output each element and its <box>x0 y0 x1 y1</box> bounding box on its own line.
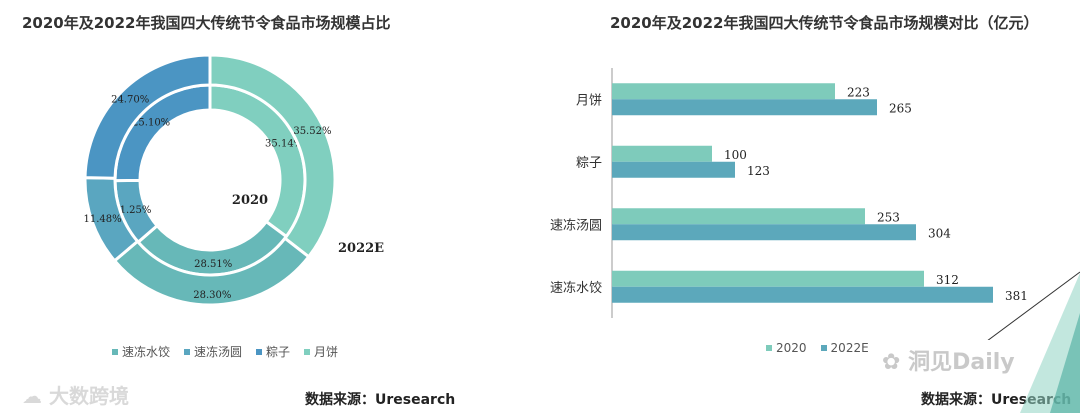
watermark-right-text: 洞见Daily <box>908 350 1015 375</box>
watermark-left: ☁ 大数跨境 <box>22 380 129 409</box>
bar-value-2-0: 253 <box>877 210 900 224</box>
bar-legend: 2020 2022E <box>766 341 869 355</box>
legend-item-3: 月饼 <box>304 343 338 360</box>
bar-value-3-0: 312 <box>936 273 959 287</box>
ring-label-2022E: 2022E <box>338 241 384 256</box>
donut-chart-title: 2020年及2022年我国四大传统节令食品市场规模占比 <box>22 14 391 32</box>
donut-label-inner-0: 28.51% <box>194 259 232 270</box>
watermark-left-text: 大数跨境 <box>48 384 129 408</box>
bar-category-label-2: 速冻汤圆 <box>550 217 602 233</box>
legend-label: 2020 <box>776 341 807 355</box>
bar-2-0 <box>612 208 865 225</box>
donut-legend: 速冻水饺 速冻汤圆 粽子 月饼 <box>112 343 338 360</box>
legend-swatch <box>256 348 263 355</box>
bar-0-1 <box>612 99 877 116</box>
bar-value-0-0: 223 <box>847 85 870 99</box>
donut-chart: 35.14% 28.51% 11.25% 25.10% 35.52% 28.30% 11.4… <box>83 53 384 307</box>
bar-legend-item-0: 2020 <box>766 341 807 355</box>
bar-2-1 <box>612 224 916 241</box>
bar-0-0 <box>612 83 835 100</box>
legend-swatch <box>304 348 311 355</box>
donut-label-outer-0: 28.30% <box>193 290 231 301</box>
donut-label-inner-1: 11.25% <box>113 205 151 216</box>
source-note-left: 数据来源：Uresearch <box>305 392 456 408</box>
legend-label: 2022E <box>830 341 869 355</box>
bar-category-label-1: 粽子 <box>576 156 602 171</box>
donut-slice-outer-2 <box>83 53 212 180</box>
donut-label-inner-3: 35.14% <box>265 139 303 150</box>
bar-1-0 <box>612 145 712 162</box>
wechat-icon: ✿ <box>882 350 909 375</box>
legend-label: 速冻汤圆 <box>194 345 243 359</box>
bar-value-1-1: 123 <box>747 164 770 178</box>
decorative-line <box>987 271 1080 340</box>
corner-decoration <box>1020 273 1080 413</box>
bar-value-3-1: 381 <box>1005 289 1028 303</box>
legend-swatch <box>766 345 772 351</box>
ring-label-2020: 2020 <box>232 193 268 208</box>
legend-item-0: 速冻水饺 <box>112 343 170 360</box>
legend-item-2: 粽子 <box>256 343 290 360</box>
bar-3-0 <box>612 270 924 287</box>
bar-category-label-3: 速冻水饺 <box>550 280 602 296</box>
legend-label: 粽子 <box>266 345 291 359</box>
legend-label: 速冻水饺 <box>122 345 171 359</box>
bar-legend-item-1: 2022E <box>820 341 869 355</box>
legend-swatch <box>112 348 118 355</box>
donut-label-outer-3: 35.52% <box>293 126 331 137</box>
bar-category-label-0: 月饼 <box>576 93 602 108</box>
donut-label-outer-2: 24.70% <box>111 95 149 106</box>
legend-swatch <box>184 348 191 355</box>
bar-chart-title: 2020年及2022年我国四大传统节令食品市场规模对比（亿元） <box>610 14 1039 32</box>
donut-label-inner-2: 25.10% <box>132 117 170 128</box>
watermark-right: ✿ 洞见Daily <box>882 344 1015 376</box>
watermark-logo-icon: ☁ <box>22 384 49 408</box>
legend-label: 月饼 <box>314 345 339 359</box>
bar-3-1 <box>612 286 993 303</box>
bar-1-1 <box>612 161 735 178</box>
bar-value-1-0: 100 <box>724 148 747 162</box>
donut-label-outer-1: 11.48% <box>84 214 122 225</box>
legend-swatch <box>820 345 827 351</box>
bar-value-0-1: 265 <box>889 101 912 115</box>
legend-item-1: 速冻汤圆 <box>184 343 242 360</box>
bar-value-2-1: 304 <box>928 226 951 240</box>
